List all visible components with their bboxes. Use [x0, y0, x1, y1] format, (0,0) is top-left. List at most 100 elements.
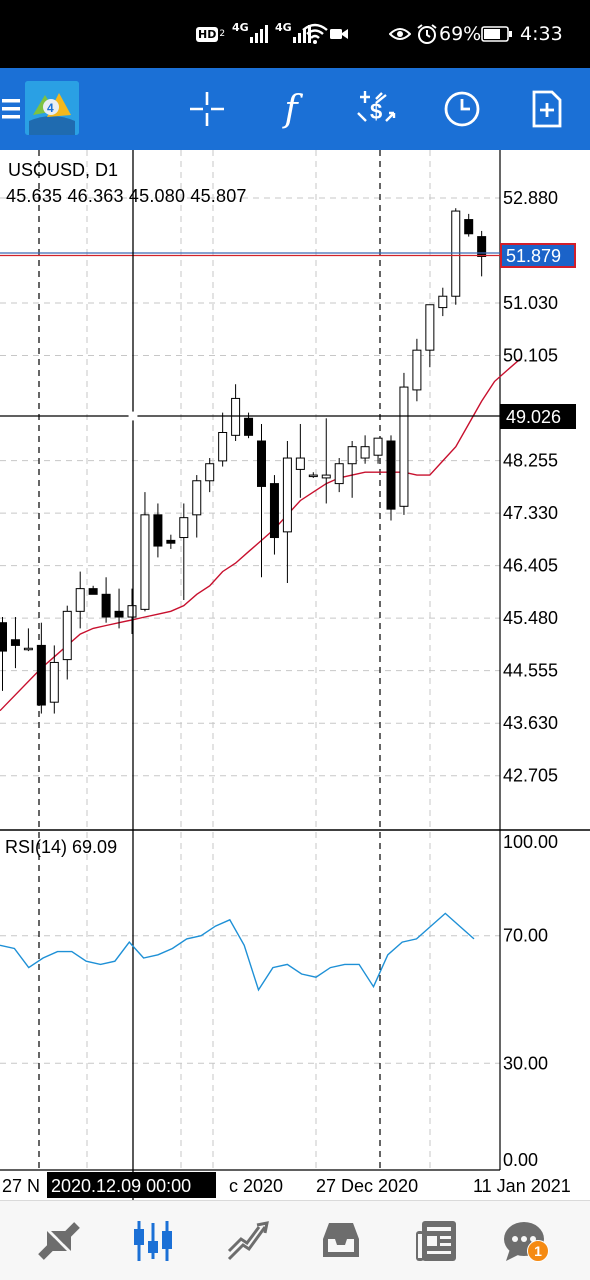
candle-down — [88, 588, 98, 595]
price-axis-label: 46.405 — [503, 556, 558, 576]
candle-down — [269, 483, 279, 539]
date-label-1: 27 N — [2, 1176, 40, 1196]
crosshair-time-tag: 2020.12.09 00:00 — [51, 1176, 191, 1196]
chat-icon[interactable] — [484, 1201, 564, 1280]
clock: 4:33 — [520, 23, 563, 45]
candle-down — [166, 539, 176, 544]
candle-up — [425, 304, 435, 351]
candle-down — [101, 593, 111, 618]
rsi-title: RSI(14) 69.09 — [5, 837, 118, 857]
candle-up — [140, 514, 150, 610]
chart-icon[interactable] — [113, 1201, 193, 1280]
candle-up — [347, 446, 357, 465]
price-axis-label: 43.630 — [503, 713, 558, 733]
date-label-4: 11 Jan 2021 — [473, 1176, 571, 1196]
candle-up — [360, 446, 370, 459]
candle-down — [244, 417, 254, 436]
rsi-axis-label: 100.00 — [503, 832, 558, 852]
candle-up — [49, 661, 59, 703]
crosshair-price-tag: 49.026 — [506, 407, 561, 427]
rsi-axis-label: 30.00 — [503, 1053, 548, 1073]
battery-icon — [481, 22, 513, 46]
price-axis-label: 48.255 — [503, 451, 558, 471]
hd-label: HD — [196, 26, 219, 42]
price-axis-label: 42.705 — [503, 766, 558, 786]
candle-up — [412, 349, 422, 391]
svg-text:$: $ — [370, 99, 382, 124]
price-axis-label: 47.330 — [503, 503, 558, 523]
candle-up — [127, 605, 137, 618]
candle-down — [257, 440, 266, 487]
chat-badge: 1 — [527, 1240, 549, 1262]
candle-up — [231, 397, 241, 436]
candle-up — [205, 463, 215, 482]
menu-icon[interactable] — [0, 68, 22, 150]
price-chart[interactable]: 52.880 51.030 50.105 48.255 47.330 46.405 45.4… — [0, 150, 590, 1200]
ohlc-values: 45.635 46.363 45.080 45.807 — [6, 186, 247, 206]
network-label-2: 4G — [275, 20, 292, 34]
date-label-2: c 2020 — [229, 1176, 283, 1196]
candle-up — [308, 474, 318, 478]
signal-icon-2: 4G — [275, 20, 312, 46]
crosshair-icon[interactable] — [186, 68, 228, 150]
candle-up — [295, 457, 305, 470]
price-axis-label: 52.880 — [503, 188, 558, 208]
candle-up — [75, 588, 85, 612]
rsi-axis-label: 70.00 — [503, 926, 548, 946]
price-axis-label: 45.480 — [503, 608, 558, 628]
candle-down — [10, 639, 20, 646]
price-axis-label: 44.555 — [503, 661, 558, 681]
news-icon[interactable] — [396, 1201, 476, 1280]
candle-down — [36, 644, 46, 706]
timeframe-icon[interactable] — [440, 68, 484, 150]
video-icon — [329, 22, 349, 46]
chart-symbol: USOUSD, D1 — [8, 160, 119, 180]
rsi-axis-label: 0.00 — [503, 1150, 538, 1170]
wifi-icon — [302, 22, 328, 46]
rsi-line — [0, 912, 475, 992]
objects-icon[interactable]: $ — [354, 68, 400, 150]
battery-percentage: 69% — [439, 23, 482, 45]
crosshair-price-tag-bg — [500, 404, 576, 429]
candle-down — [464, 219, 474, 235]
quotes-icon[interactable] — [19, 1201, 99, 1280]
trade-icon[interactable] — [207, 1201, 287, 1280]
candle-up — [334, 463, 344, 485]
price-axis-label: 50.105 — [503, 346, 558, 366]
candle-down — [153, 514, 163, 547]
alarm-icon — [416, 22, 438, 46]
candle-up — [321, 474, 331, 479]
candle-up — [451, 210, 461, 297]
toolbar: 4 f $ — [0, 68, 590, 150]
candle-up — [282, 457, 292, 533]
signal-icon: 4G — [232, 20, 269, 46]
candle-down — [0, 622, 7, 652]
candle-down — [477, 236, 487, 257]
candle-up — [373, 437, 383, 456]
candle-up — [192, 480, 202, 516]
candle-up — [438, 295, 448, 309]
candle-up — [218, 431, 228, 462]
candle-up — [179, 517, 189, 539]
candle-up — [399, 386, 409, 507]
candle-up — [23, 647, 33, 651]
crosshair-time-tag-bg — [47, 1172, 216, 1198]
candle-down — [386, 440, 396, 510]
history-icon[interactable] — [301, 1201, 381, 1280]
candle-up — [62, 610, 72, 661]
rsi-value: 69.09 — [72, 837, 118, 857]
date-label-3: 27 Dec 2020 — [316, 1176, 418, 1196]
current-price-tag-inner — [502, 245, 574, 266]
status-bar: HD 2 4G 4G 69% 4:33 — [0, 0, 590, 68]
crosshair-center — [128, 411, 138, 421]
new-order-icon[interactable] — [525, 68, 569, 150]
eye-icon — [389, 22, 411, 46]
indicators-label: f — [284, 88, 298, 130]
current-price-tag: 51.879 — [506, 246, 561, 266]
svg-text:4: 4 — [47, 101, 54, 115]
indicators-icon[interactable]: f — [270, 68, 312, 150]
candle-down — [114, 610, 124, 618]
network-label: 4G — [232, 20, 249, 34]
bottom-navigation — [0, 1200, 590, 1280]
app-logo[interactable]: 4 — [25, 81, 79, 135]
